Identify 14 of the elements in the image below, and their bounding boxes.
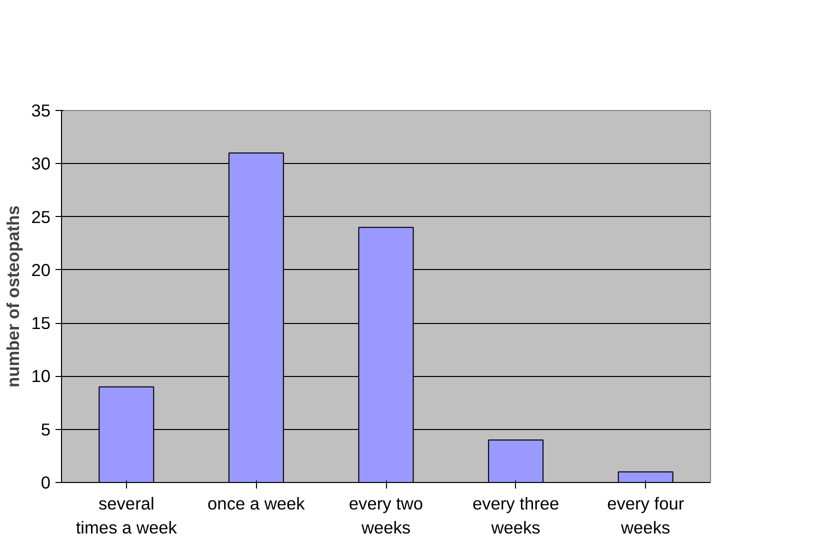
- y-tick-label: 0: [40, 472, 51, 492]
- x-tick-label: several times a week: [76, 494, 178, 538]
- y-tick-label: 25: [31, 206, 51, 227]
- y-tick-label: 5: [40, 419, 51, 440]
- x-tick-label: once a week: [208, 494, 306, 514]
- x-tick-label: every three weeks: [472, 494, 560, 538]
- y-tick-label: 10: [31, 366, 51, 386]
- y-tick-label: 30: [31, 154, 51, 174]
- y-axis-title: number of osteopaths: [3, 206, 24, 388]
- y-tick-label: 15: [31, 313, 51, 334]
- y-tick-label: 35: [31, 100, 51, 120]
- x-tick-label: every two weeks: [348, 494, 424, 538]
- x-tick-label: every four weeks: [607, 494, 684, 538]
- y-tick-label: 20: [31, 260, 51, 280]
